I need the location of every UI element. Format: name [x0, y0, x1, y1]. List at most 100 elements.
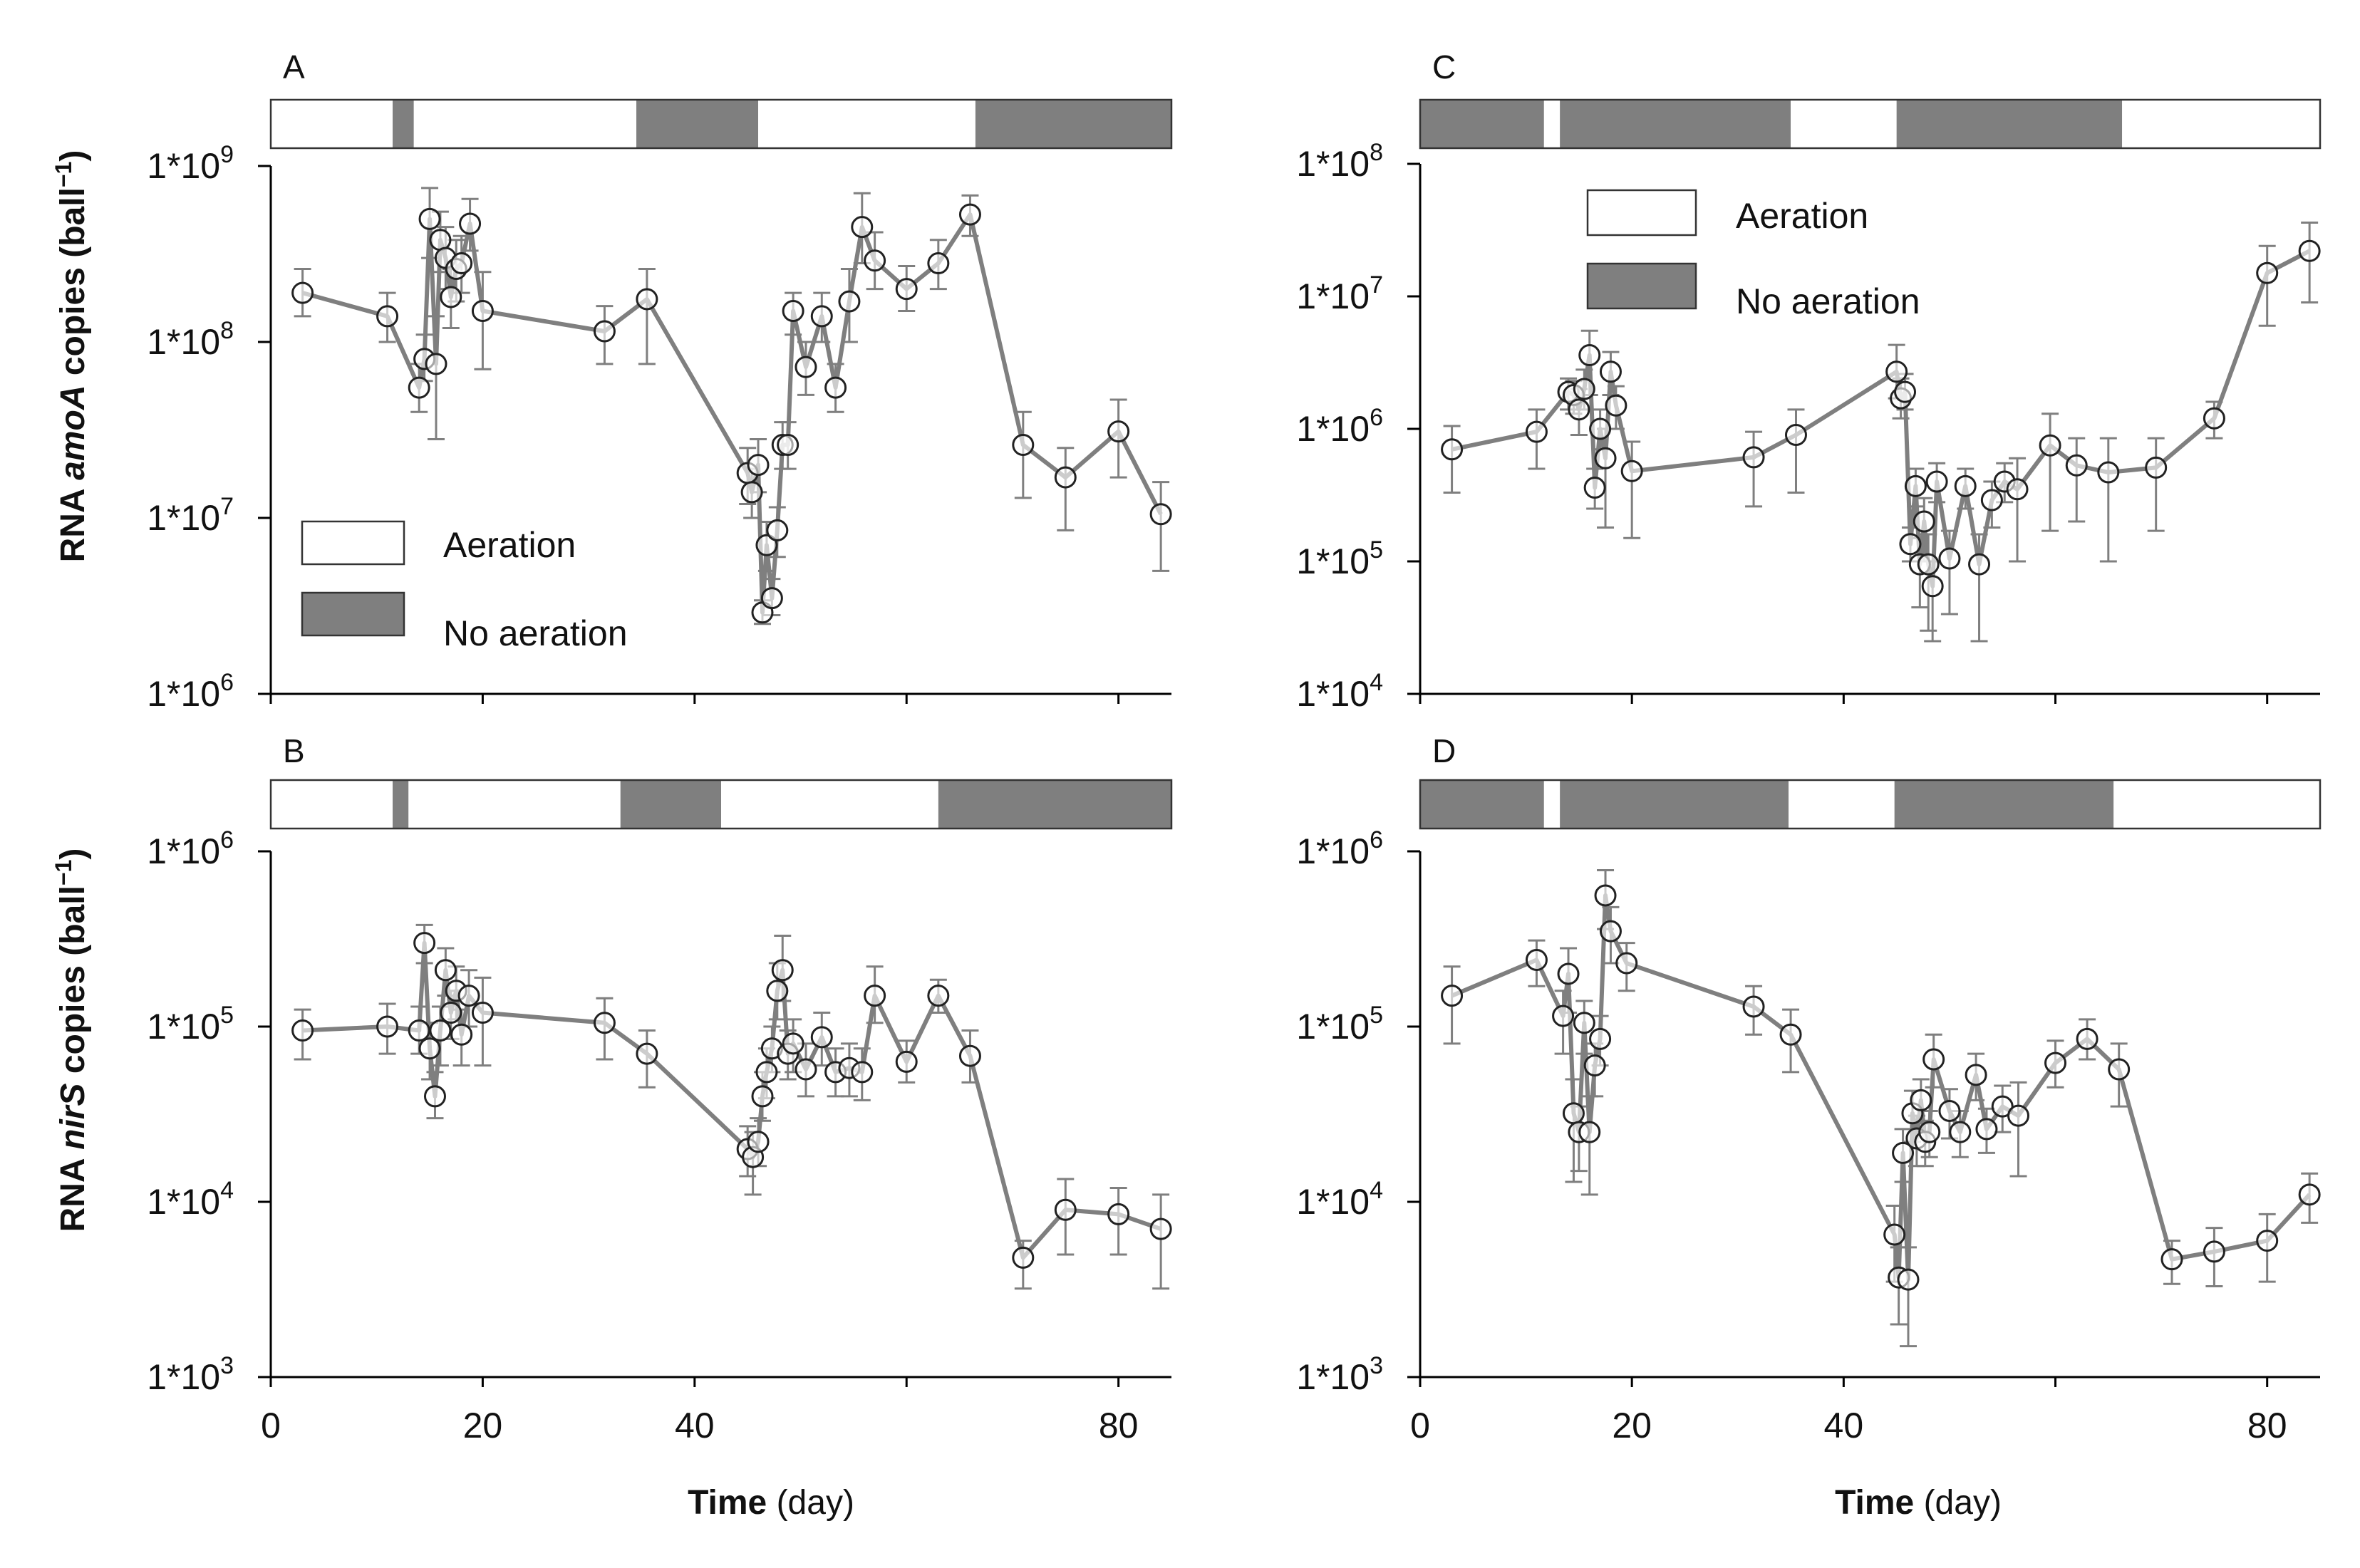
data-point-b-10 — [450, 1023, 473, 1046]
data-point-c-30 — [2006, 478, 2029, 501]
data-point-b-3 — [413, 932, 436, 955]
y-tick-label-d-0: 1*103 — [1296, 1352, 1383, 1397]
data-point-b-32 — [927, 985, 950, 1007]
error-bar-c-14 — [1787, 408, 1805, 494]
data-point-a-17 — [747, 454, 770, 477]
data-point-a-13 — [593, 320, 616, 343]
y-tick-label-b-2: 1*105 — [147, 1002, 234, 1047]
schedule-segment-c-4 — [1896, 100, 2123, 148]
data-point-d-34 — [2160, 1248, 2183, 1271]
schedule-segment-d-4 — [1894, 780, 2114, 829]
data-point-c-28 — [1980, 489, 2003, 512]
schedule-segment-d-5 — [2113, 780, 2320, 829]
legend-c-aeration-swatch — [1586, 189, 1697, 237]
y-axis-title-amoa: RNA amoA copies (ball−1) — [51, 150, 92, 563]
x-tick-label-b-3: 80 — [1099, 1406, 1139, 1445]
data-point-c-1 — [1525, 420, 1548, 443]
data-point-d-36 — [2256, 1230, 2279, 1252]
data-point-a-1 — [376, 305, 399, 328]
data-point-b-13 — [593, 1012, 616, 1034]
data-point-c-22 — [1917, 553, 1940, 576]
data-point-a-6 — [429, 229, 452, 251]
data-point-b-2 — [408, 1019, 430, 1042]
schedule-segment-b-3 — [620, 780, 721, 829]
data-point-c-11 — [1605, 394, 1627, 417]
data-point-a-5 — [425, 353, 447, 375]
data-point-a-31 — [895, 278, 918, 301]
data-point-d-6 — [1573, 1012, 1595, 1034]
legend-c-aeration-label: Aeration — [1736, 196, 1868, 236]
legend-panel-a: Aeration No aeration — [301, 520, 628, 653]
schedule-segment-a-3 — [636, 100, 759, 148]
data-point-b-33 — [958, 1044, 981, 1067]
data-point-b-21 — [766, 980, 789, 1002]
data-point-c-19 — [1904, 474, 1927, 497]
data-point-c-26 — [1954, 474, 1977, 497]
error-bar-d-30 — [2009, 1081, 2027, 1178]
data-point-b-0 — [291, 1019, 314, 1042]
error-bar-a-37 — [1152, 481, 1170, 572]
data-point-a-20 — [760, 587, 783, 610]
data-point-d-8 — [1583, 1054, 1606, 1077]
data-point-d-27 — [1965, 1064, 1987, 1086]
data-point-d-17 — [1892, 1141, 1915, 1164]
panel-d: 1*103 1*104 1*105 1*106 0 20 40 80 — [1296, 779, 2322, 1445]
y-tick-label-b-3: 1*106 — [147, 826, 234, 871]
x-tick-label-d-2: 40 — [1824, 1406, 1864, 1445]
schedule-segment-d-0 — [1420, 780, 1544, 829]
legend-c-no-aeration-label: No aeration — [1736, 281, 1920, 321]
panel-c: 1*104 1*105 1*106 1*107 1*108 — [1296, 98, 2322, 714]
panel-letter-d: D — [1432, 732, 1456, 769]
data-point-d-0 — [1441, 985, 1464, 1007]
panel-letter-a: A — [283, 48, 305, 85]
panel-letter-b: B — [283, 732, 305, 769]
x-tick-label-d-3: 80 — [2247, 1406, 2287, 1445]
error-bar-c-13 — [1745, 430, 1763, 508]
x-tick-label-b-1: 20 — [463, 1406, 503, 1445]
data-point-b-35 — [1054, 1198, 1077, 1221]
schedule-segment-d-1 — [1543, 780, 1561, 829]
data-point-a-8 — [440, 286, 462, 308]
data-point-b-36 — [1107, 1203, 1130, 1225]
data-point-d-18 — [1897, 1268, 1920, 1291]
schedule-segment-b-4 — [721, 780, 938, 829]
data-point-c-34 — [2145, 456, 2168, 479]
data-point-d-25 — [1938, 1099, 1961, 1122]
data-point-a-23 — [777, 434, 799, 457]
error-bar-c-25 — [1940, 529, 1958, 616]
data-point-d-37 — [2298, 1183, 2321, 1206]
schedule-bar-border-d — [1419, 779, 2322, 830]
data-point-c-18 — [1899, 533, 1922, 556]
schedule-segment-a-4 — [758, 100, 975, 148]
data-point-d-31 — [2044, 1052, 2067, 1074]
data-point-d-15 — [1883, 1223, 1906, 1246]
x-tick-label-b-0: 0 — [261, 1406, 281, 1445]
data-point-d-1 — [1525, 948, 1548, 971]
data-point-b-14 — [636, 1042, 658, 1065]
x-axis-title-left: Time (day) — [688, 1484, 854, 1522]
data-point-a-32 — [927, 252, 950, 275]
y-tick-label-b-0: 1*103 — [147, 1352, 234, 1397]
schedule-segment-c-2 — [1560, 100, 1791, 148]
y-tick-label-c-0: 1*104 — [1296, 669, 1383, 714]
data-point-d-7 — [1578, 1121, 1601, 1143]
data-point-c-31 — [2039, 434, 2061, 457]
schedule-segment-b-5 — [938, 780, 1171, 829]
data-point-a-29 — [851, 216, 874, 239]
error-bar-c-34 — [2147, 437, 2165, 532]
error-bar-c-31 — [2041, 412, 2059, 532]
schedule-segment-c-5 — [2122, 100, 2320, 148]
y-tick-label-b-1: 1*104 — [147, 1177, 234, 1222]
y-tick-label-c-1: 1*105 — [1296, 536, 1383, 581]
error-bar-c-27 — [1970, 533, 1988, 643]
legend-a-no-aeration-swatch — [301, 591, 405, 637]
data-point-b-19 — [755, 1061, 778, 1084]
x-tick-label-d-1: 20 — [1612, 1406, 1652, 1445]
data-point-c-5 — [1573, 378, 1595, 400]
y-tick-label-a-1: 1*107 — [147, 493, 234, 538]
data-point-c-6 — [1578, 344, 1601, 367]
schedule-segment-c-1 — [1543, 100, 1561, 148]
schedule-bar-border-b — [269, 779, 1173, 830]
schedule-segment-a-2 — [413, 100, 637, 148]
panel-a: 1*106 1*107 1*108 1*109 — [147, 98, 1173, 714]
